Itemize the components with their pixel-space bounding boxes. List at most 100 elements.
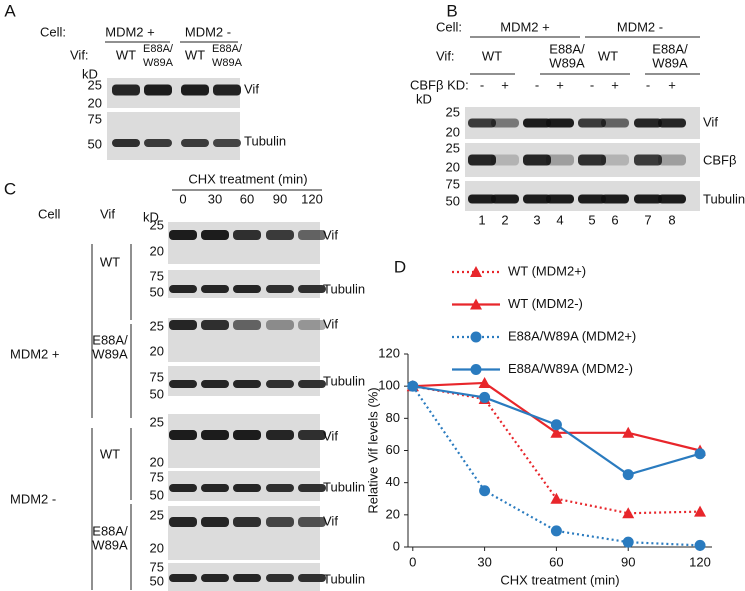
band (546, 118, 574, 128)
kd-state: - (646, 77, 650, 92)
band-label: Vif (244, 81, 259, 96)
marker (550, 419, 562, 431)
band (266, 484, 294, 492)
band (266, 380, 294, 388)
vif-name: W89A (652, 55, 688, 70)
vif-name: WT (185, 47, 205, 62)
band (468, 118, 496, 128)
vif-name: E88A/ (549, 41, 585, 56)
marker (407, 380, 419, 392)
kd-state: - (535, 77, 539, 92)
marker: 50 (150, 487, 164, 502)
band (233, 320, 261, 330)
band-label: Vif (323, 513, 338, 528)
band (233, 517, 261, 527)
band-label: Tubulin (323, 281, 365, 296)
band (491, 194, 519, 204)
kd-state: + (611, 77, 619, 92)
band (578, 154, 606, 166)
band (523, 118, 551, 128)
band (201, 320, 229, 330)
panel-letter: D (394, 257, 406, 276)
panel-letter: A (4, 1, 16, 20)
cell-name: MDM2 - (10, 491, 56, 506)
time-label: 120 (301, 191, 323, 206)
kd-label: kD (416, 91, 432, 106)
marker (622, 426, 635, 438)
y-tick-label: 120 (378, 345, 400, 360)
marker: 75 (150, 469, 164, 484)
marker (622, 536, 634, 548)
vif-name: W89A (143, 57, 174, 69)
cell-name: MDM2 - (617, 19, 663, 34)
kd-state: - (480, 77, 484, 92)
column-header: Vif (100, 206, 115, 221)
marker (478, 376, 491, 388)
vif-name: E88A/ (652, 41, 688, 56)
x-axis-title: CHX treatment (min) (500, 572, 619, 587)
cell-label: Cell: (40, 24, 66, 39)
marker (550, 426, 563, 438)
x-tick-label: 0 (409, 554, 416, 569)
band (298, 380, 326, 388)
vif-label: Vif: (70, 47, 89, 62)
legend-marker (470, 298, 482, 310)
blot (168, 222, 320, 264)
vif-name: W89A (212, 57, 243, 69)
treatment-label: CHX treatment (min) (188, 171, 307, 186)
marker (550, 492, 563, 504)
marker: 20 (150, 243, 164, 258)
vif-name: WT (100, 254, 120, 269)
band (601, 194, 629, 204)
blot (168, 506, 320, 560)
band (169, 230, 197, 240)
band (169, 285, 197, 293)
band (266, 574, 294, 582)
marker: 20 (88, 95, 102, 110)
band (112, 139, 140, 147)
band (658, 118, 686, 128)
band (601, 118, 629, 128)
band (266, 285, 294, 293)
band (169, 517, 197, 527)
marker: 75 (150, 268, 164, 283)
band (233, 484, 261, 492)
y-tick-label: 100 (378, 378, 400, 393)
marker: 50 (88, 136, 102, 151)
band (491, 118, 519, 128)
band (298, 285, 326, 293)
band (266, 517, 294, 527)
y-tick-label: 40 (386, 474, 400, 489)
band (523, 154, 551, 166)
band (169, 574, 197, 582)
blot (168, 270, 320, 298)
vif-name: W89A (92, 537, 128, 552)
y-tick-label: 20 (386, 506, 400, 521)
marker: 50 (446, 193, 460, 208)
band (201, 574, 229, 582)
band (169, 320, 197, 330)
band (201, 285, 229, 293)
band (169, 380, 197, 388)
band-label: Tubulin (323, 571, 365, 586)
marker: 20 (446, 159, 460, 174)
x-tick-label: 90 (621, 554, 635, 569)
kd-state: - (590, 77, 594, 92)
y-tick-label: 80 (386, 410, 400, 425)
blot (107, 112, 240, 160)
lane-number: 7 (644, 212, 651, 227)
marker (694, 448, 706, 460)
band (213, 139, 241, 147)
band (491, 154, 519, 166)
x-tick-label: 120 (689, 554, 711, 569)
band (634, 154, 662, 166)
band (233, 230, 261, 240)
kd-state: + (501, 77, 509, 92)
marker: 25 (150, 414, 164, 429)
band (233, 285, 261, 293)
band (169, 430, 197, 440)
vif-name: E88A/ (92, 332, 128, 347)
x-tick-label: 60 (549, 554, 563, 569)
legend-marker (470, 266, 482, 277)
